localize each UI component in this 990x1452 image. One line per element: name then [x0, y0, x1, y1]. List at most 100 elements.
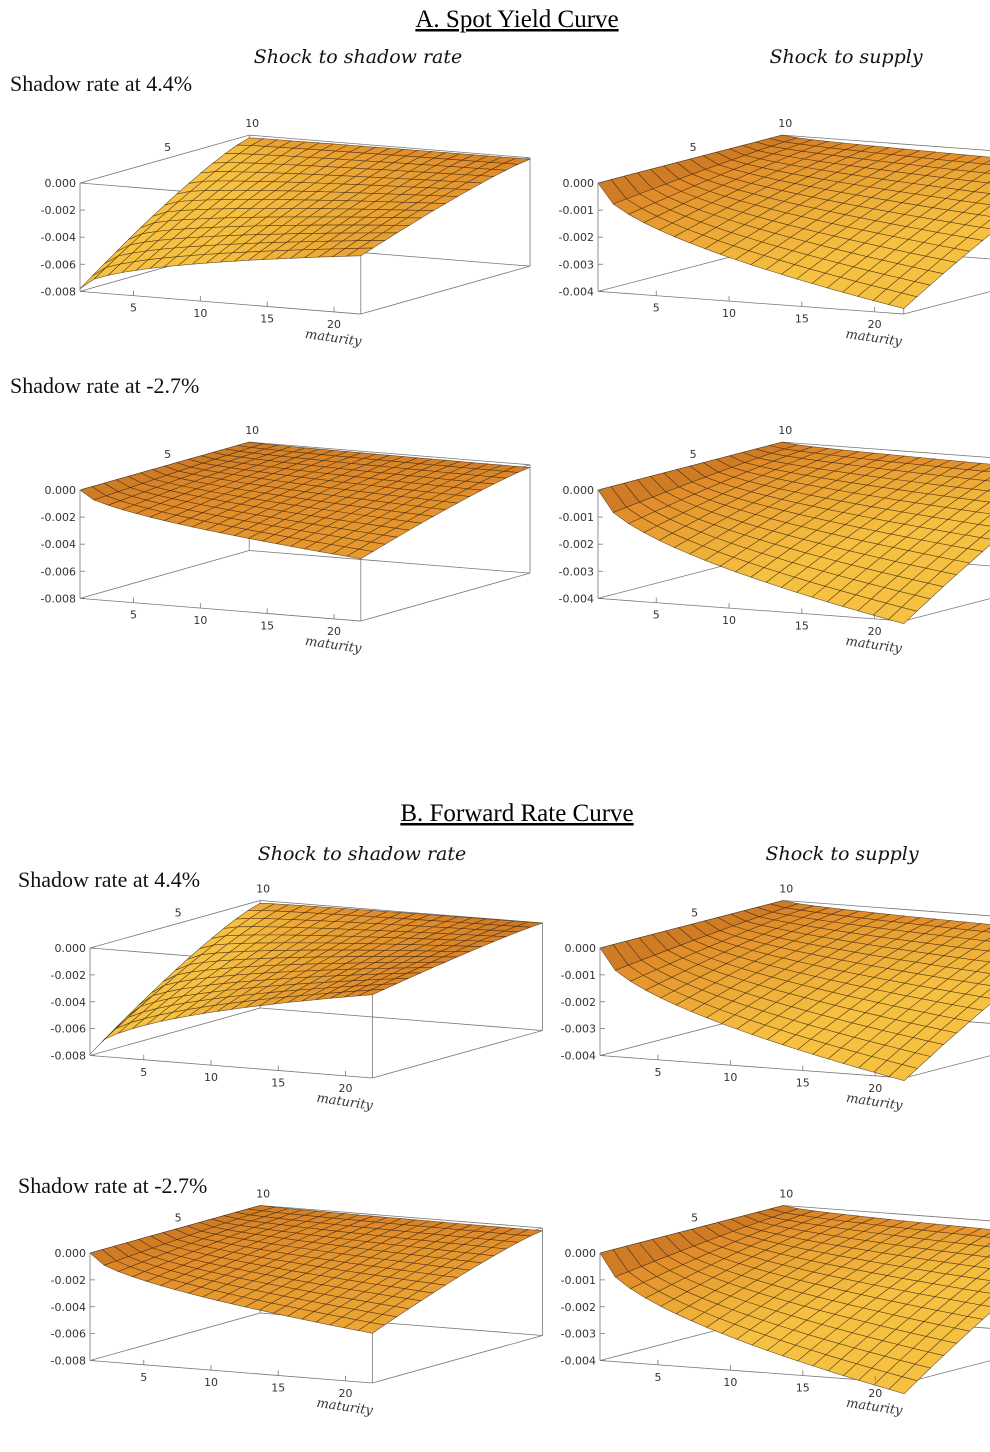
surface-mesh	[597, 441, 990, 625]
surface-patch	[979, 988, 990, 999]
surface-patch	[982, 467, 990, 473]
x-axis-label: maturity	[845, 1091, 904, 1114]
z-tick-label: 0.000	[565, 1247, 597, 1260]
z-tick-label: -0.008	[51, 1355, 86, 1368]
z-tick-label: -0.008	[41, 285, 76, 298]
z-tick-label: -0.004	[51, 1301, 86, 1314]
box-edge-front-bottom	[597, 597, 904, 622]
x-tick-label: 15	[260, 312, 274, 325]
box-edge-front-bottom	[79, 597, 361, 622]
box-edge-left-top	[89, 900, 261, 949]
x-tick-label: 10	[204, 1376, 218, 1389]
z-tick-label: 0.000	[563, 484, 595, 497]
x-tick-label: 10	[193, 307, 207, 320]
surface-patch	[984, 169, 990, 174]
box-edge-back-bottom	[260, 1007, 543, 1031]
y-tick-label: 10	[778, 424, 792, 437]
y-tick-label: 10	[256, 883, 270, 896]
section-title-b: B. Forward Rate Curve	[400, 800, 633, 827]
z-tick-label: -0.001	[559, 204, 594, 217]
x-tick-label: 20	[338, 1082, 352, 1095]
x-tick-label: 5	[140, 1371, 147, 1384]
x-tick-label: 20	[327, 318, 341, 331]
surface-patch	[358, 988, 385, 997]
box-edge-right-bottom	[903, 291, 990, 315]
x-tick-label: 15	[796, 1077, 810, 1090]
z-tick-label: -0.004	[559, 592, 594, 605]
x-tick-label: 15	[271, 1077, 285, 1090]
z-tick-label: 0.000	[565, 942, 597, 955]
box-edge-left-bottom	[79, 550, 250, 599]
surface-patch	[345, 247, 374, 257]
x-tick-label: 15	[796, 1382, 810, 1395]
z-tick-label: -0.002	[561, 1301, 596, 1314]
surface-mesh	[89, 1205, 543, 1334]
x-tick-label: 10	[204, 1071, 218, 1084]
surface-patch	[982, 1232, 990, 1238]
y-tick-label: 10	[245, 424, 259, 437]
row-title-b-low: Shadow rate at -2.7%	[18, 1173, 207, 1198]
y-tick-label: 5	[690, 448, 697, 461]
box-edge-back-top	[249, 134, 531, 159]
y-tick-label: 10	[779, 883, 793, 896]
y-tick-label: 10	[256, 1188, 270, 1201]
y-tick-label: 5	[690, 141, 697, 154]
surface-patch	[79, 267, 107, 289]
x-tick-label: 15	[271, 1382, 285, 1395]
x-tick-label: 5	[130, 609, 137, 622]
box-edge-back-top	[783, 900, 990, 917]
z-tick-label: -0.002	[41, 511, 76, 524]
box-edge-right-bottom	[360, 572, 531, 622]
z-tick-label: -0.008	[51, 1050, 86, 1063]
x-tick-label: 20	[338, 1387, 352, 1400]
surface-panel-2: 0.000 -0.001 -0.002 -0.003 -0.004 5 10 15 20matu…	[559, 117, 990, 350]
surface-patch	[984, 937, 990, 942]
z-tick-label: -0.004	[561, 1050, 596, 1063]
surface-patch	[357, 1322, 386, 1334]
box-edge-back-top	[782, 134, 990, 151]
surface-patch	[345, 548, 374, 560]
x-tick-label: 20	[868, 1387, 882, 1400]
surface-patch	[979, 529, 990, 540]
z-tick-label: -0.002	[41, 204, 76, 217]
x-axis-label: maturity	[304, 634, 363, 657]
x-tick-label: 5	[654, 1066, 661, 1079]
surface-patch	[981, 160, 990, 165]
z-tick-label: 0.000	[45, 177, 77, 190]
surface-mesh	[599, 900, 990, 1082]
surface-patch	[888, 1064, 918, 1082]
surface-patch	[103, 1022, 131, 1040]
y-tick-label: 5	[691, 1211, 698, 1224]
z-tick-label: -0.002	[559, 231, 594, 244]
x-tick-label: 20	[327, 625, 341, 638]
z-tick-label: -0.001	[561, 969, 596, 982]
z-tick-label: 0.000	[55, 942, 87, 955]
column-title-b-shadow: Shock to shadow rate	[258, 843, 467, 865]
x-tick-label: 10	[193, 614, 207, 627]
x-tick-label: 5	[653, 302, 660, 315]
x-tick-label: 5	[653, 609, 660, 622]
y-tick-label: 5	[164, 141, 171, 154]
surface-panel-7: 0.000 -0.002 -0.004 -0.006 -0.008 5 10 15 20matu…	[51, 1188, 543, 1419]
x-axis-label: maturity	[845, 1396, 904, 1419]
z-tick-label: -0.003	[559, 565, 594, 578]
x-tick-label: 10	[723, 1376, 737, 1389]
z-tick-label: -0.002	[51, 969, 86, 982]
box-edge-front-bottom	[89, 1055, 373, 1079]
x-tick-label: 15	[795, 312, 809, 325]
y-tick-label: 10	[778, 117, 792, 130]
z-tick-label: -0.002	[559, 538, 594, 551]
surface-patch	[887, 292, 918, 309]
y-tick-label: 10	[779, 1188, 793, 1201]
surface-panel-8: 0.000 -0.001 -0.002 -0.003 -0.004 5 10 15 20matu…	[561, 1188, 990, 1419]
z-tick-label: -0.003	[559, 258, 594, 271]
box-edge-right-bottom	[903, 598, 990, 622]
surface-mesh	[599, 1205, 990, 1395]
box-edge-front-bottom	[599, 1360, 905, 1384]
z-tick-label: 0.000	[563, 177, 595, 190]
column-title-a-shadow: Shock to shadow rate	[254, 46, 463, 68]
z-tick-label: -0.003	[561, 1023, 596, 1036]
surface-patch	[979, 1296, 990, 1307]
box-edge-back-top	[249, 441, 531, 466]
